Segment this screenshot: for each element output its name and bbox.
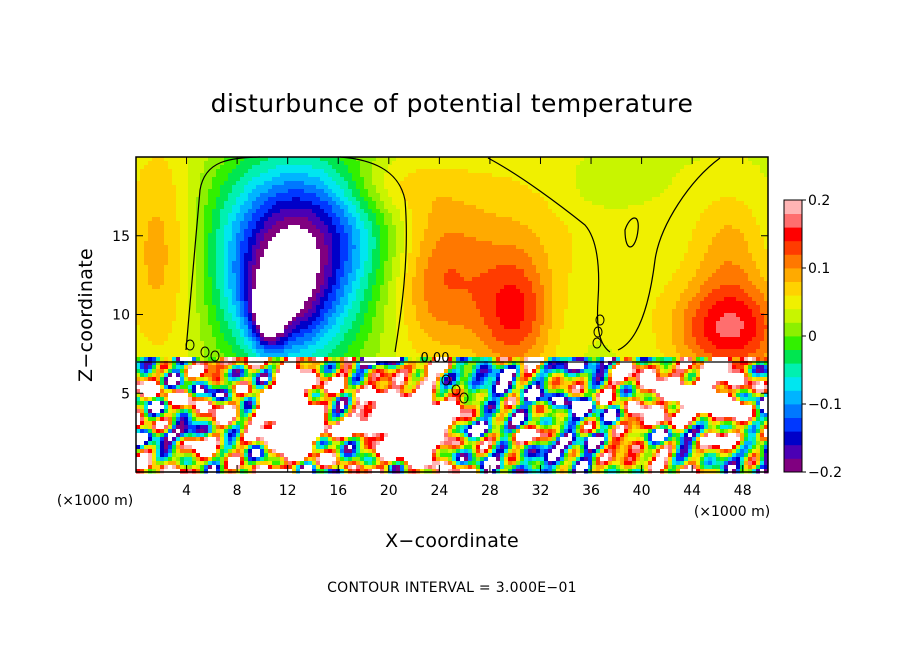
y-tick-label: 5	[121, 386, 130, 402]
plot-area	[135, 156, 769, 474]
colorbar-segment	[784, 322, 802, 337]
colorbar-tick-label: 0.1	[808, 261, 830, 277]
colorbar-segment	[784, 254, 802, 269]
colorbar-segment	[784, 444, 802, 459]
x-unit-label-right: (×1000 m)	[694, 504, 770, 520]
colorbar-segment	[784, 431, 802, 446]
x-tick-label: 36	[582, 483, 600, 499]
y-tick-label: 10	[112, 308, 130, 324]
y-axis-label: Z−coordinate	[75, 248, 97, 382]
heatmap-field	[136, 157, 769, 474]
x-tick-label: 28	[481, 483, 499, 499]
colorbar-segment	[784, 281, 802, 296]
x-axis-label: X−coordinate	[385, 530, 519, 552]
colorbar-segment	[784, 268, 802, 282]
colorbar-segment	[784, 363, 802, 378]
colorbar-tick-label: 0	[808, 329, 817, 345]
x-tick-label: 40	[633, 483, 651, 499]
x-tick-label: 4	[182, 483, 191, 499]
colorbar-segment	[784, 458, 802, 473]
x-tick-label: 44	[683, 483, 701, 499]
x-tick-label: 8	[233, 483, 242, 499]
colorbar-segment	[784, 227, 802, 242]
colorbar-segment	[784, 349, 802, 364]
contour-interval-note: CONTOUR INTERVAL = 3.000E−01	[327, 580, 577, 596]
colorbar-segment	[784, 404, 802, 418]
x-unit-label-left: (×1000 m)	[57, 493, 133, 509]
colorbar-tick-label: −0.2	[808, 465, 842, 481]
x-tick-label: 20	[380, 483, 398, 499]
colorbar-segment	[784, 200, 802, 214]
colorbar-segment	[784, 376, 802, 391]
colorbar-segment	[784, 240, 802, 255]
y-tick-label: 15	[112, 229, 130, 245]
contour-value-label: 0.00	[421, 351, 450, 366]
contour-lines	[137, 156, 768, 404]
colorbar-tick-label: −0.1	[808, 397, 842, 413]
x-tick-label: 32	[532, 483, 550, 499]
chart-title: disturbunce of potential temperature	[211, 89, 694, 118]
y-axis-ticks: 5 10 15	[112, 229, 768, 402]
colorbar-segment	[784, 213, 802, 228]
x-tick-label: 12	[279, 483, 297, 499]
colorbar-segment	[784, 390, 802, 405]
colorbar: 0.2 0.1 0 −0.1 −0.2	[783, 193, 842, 481]
colorbar-segment	[784, 417, 802, 432]
colorbar-segment	[784, 308, 802, 323]
colorbar-segment	[784, 336, 802, 350]
x-axis-ticks: 4 8 12 16 20 24 28 32 36 40 44 48	[182, 157, 752, 499]
colorbar-segment	[784, 295, 802, 310]
x-tick-label: 16	[329, 483, 347, 499]
x-tick-label: 24	[430, 483, 448, 499]
colorbar-tick-label: 0.2	[808, 193, 830, 209]
x-tick-label: 48	[734, 483, 752, 499]
